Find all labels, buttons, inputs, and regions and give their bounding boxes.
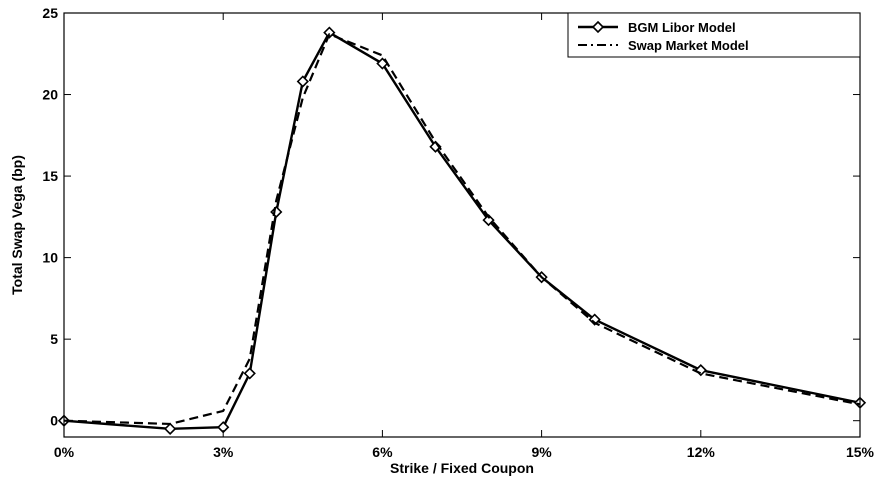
y-axis-title: Total Swap Vega (bp) xyxy=(9,155,25,295)
x-tick-label: 15% xyxy=(846,444,875,460)
data-point-diamond xyxy=(482,213,495,227)
series-line xyxy=(63,33,861,426)
x-tick-label: 9% xyxy=(531,444,552,460)
data-point-diamond xyxy=(591,20,605,34)
plot-frame xyxy=(63,12,861,438)
legend: BGM Libor Model Swap Market Model xyxy=(567,12,861,58)
y-tick-label: 20 xyxy=(42,87,58,103)
x-axis-title: Strike / Fixed Coupon xyxy=(390,460,534,476)
legend-box xyxy=(567,12,861,58)
legend-label: BGM Libor Model xyxy=(628,20,736,35)
y-tick-label: 5 xyxy=(50,331,58,347)
legend-label: Swap Market Model xyxy=(628,38,749,53)
x-tick-label: 0% xyxy=(54,444,75,460)
ticks-layer: 0% 3% 6% 9% 12% 15% 0 5 10 15 20 25 xyxy=(42,5,874,460)
y-tick-label: 25 xyxy=(42,5,58,21)
data-point-diamond xyxy=(243,367,256,380)
series-layer xyxy=(57,26,867,435)
data-point-diamond xyxy=(323,26,336,39)
x-tick-label: 6% xyxy=(372,444,393,460)
x-tick-label: 3% xyxy=(213,444,234,460)
data-point-diamond xyxy=(296,75,309,88)
series-line xyxy=(63,31,861,431)
x-tick-label: 12% xyxy=(687,444,716,460)
y-tick-label: 10 xyxy=(42,250,58,266)
y-tick-label: 0 xyxy=(50,413,58,429)
y-tick-label: 15 xyxy=(42,168,58,184)
data-point-diamond xyxy=(164,422,177,435)
